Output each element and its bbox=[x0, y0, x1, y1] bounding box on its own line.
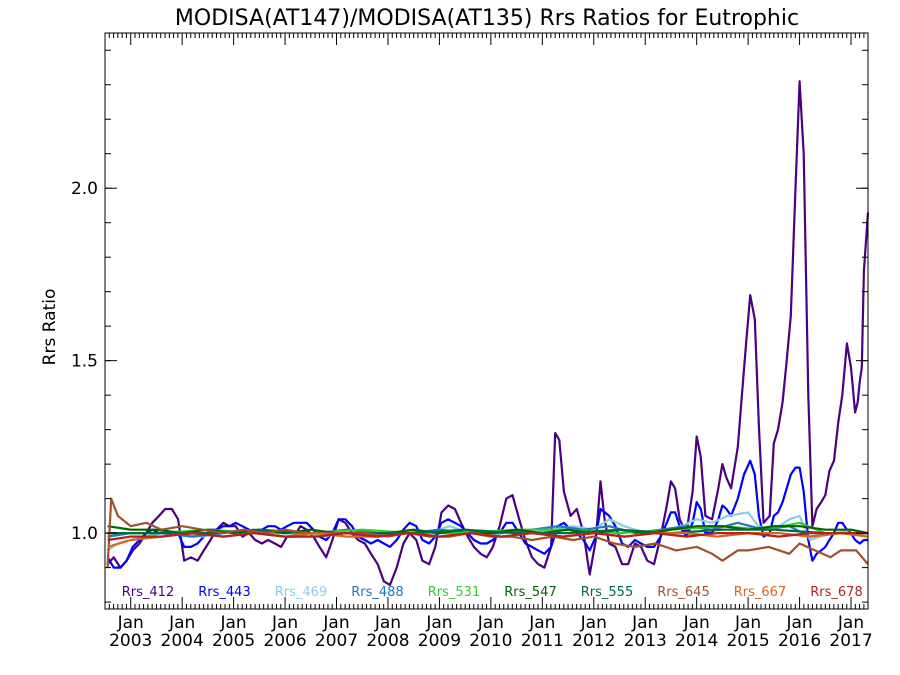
x-tick-label-month: Jan bbox=[374, 613, 401, 633]
x-tick-label-year: 2008 bbox=[366, 631, 409, 651]
y-tick-label: 1.5 bbox=[71, 352, 98, 372]
legend-label-rrs-645: Rrs_645 bbox=[657, 585, 709, 600]
x-tick-label-year: 2006 bbox=[263, 631, 306, 651]
x-tick-label-month: Jan bbox=[580, 613, 607, 633]
x-tick-label-year: 2005 bbox=[212, 631, 255, 651]
series-line-rrs-443 bbox=[106, 459, 868, 569]
x-tick-label-month: Jan bbox=[683, 613, 710, 633]
x-tick-label-month: Jan bbox=[220, 613, 247, 633]
x-tick-label-year: 2013 bbox=[624, 631, 667, 651]
x-tick-label-month: Jan bbox=[117, 613, 144, 633]
legend-label-rrs-555: Rrs_555 bbox=[581, 585, 633, 600]
x-tick-label-year: 2007 bbox=[315, 631, 358, 651]
x-tick-label-year: 2017 bbox=[829, 631, 872, 651]
x-tick-label-year: 2016 bbox=[778, 631, 821, 651]
y-axis-label: Rrs Ratio bbox=[40, 289, 60, 366]
x-tick-label-month: Jan bbox=[734, 613, 761, 633]
series-layer bbox=[106, 80, 870, 586]
x-tick-label-month: Jan bbox=[528, 613, 555, 633]
legend-label-rrs-412: Rrs_412 bbox=[122, 585, 174, 600]
legend-label-rrs-488: Rrs_488 bbox=[351, 585, 403, 600]
x-tick-label-year: 2011 bbox=[521, 631, 564, 651]
x-tick-label-year: 2004 bbox=[161, 631, 204, 651]
legend: Rrs_412 Rrs_443 Rrs_469 Rrs_488 Rrs_531 Rrs_5… bbox=[122, 585, 863, 600]
y-tick-label: 2.0 bbox=[71, 179, 98, 199]
x-tick-label-month: Jan bbox=[322, 613, 349, 633]
x-tick-label-year: 2010 bbox=[469, 631, 512, 651]
x-tick-label-month: Jan bbox=[477, 613, 504, 633]
legend-label-rrs-678: Rrs_678 bbox=[810, 585, 862, 600]
x-tick-label-month: Jan bbox=[271, 613, 298, 633]
x-tick-label-year: 2014 bbox=[675, 631, 718, 651]
y-tick-label: 1.0 bbox=[71, 524, 98, 544]
x-tick-label-year: 2015 bbox=[726, 631, 769, 651]
axes: 1.01.52.0Jan2003Jan2004Jan2005Jan2006Jan… bbox=[71, 33, 873, 651]
x-tick-label-month: Jan bbox=[837, 613, 864, 633]
chart-title: MODISA(AT147)/MODISA(AT135) Rrs Ratios f… bbox=[175, 6, 799, 31]
x-tick-label-month: Jan bbox=[631, 613, 658, 633]
x-tick-label-year: 2003 bbox=[109, 631, 152, 651]
legend-label-rrs-547: Rrs_547 bbox=[504, 585, 556, 600]
legend-label-rrs-443: Rrs_443 bbox=[198, 585, 250, 600]
legend-label-rrs-531: Rrs_531 bbox=[428, 585, 480, 600]
plot-frame bbox=[104, 32, 869, 610]
x-tick-label-month: Jan bbox=[425, 613, 452, 633]
x-tick-label-month: Jan bbox=[785, 613, 812, 633]
x-tick-label-month: Jan bbox=[168, 613, 195, 633]
x-tick-label-year: 2009 bbox=[418, 631, 461, 651]
series-line-rrs-412 bbox=[106, 80, 870, 586]
legend-label-rrs-469: Rrs_469 bbox=[275, 585, 327, 600]
legend-label-rrs-667: Rrs_667 bbox=[734, 585, 786, 600]
series-line-rrs-678 bbox=[107, 532, 868, 542]
x-tick-label-year: 2012 bbox=[572, 631, 615, 651]
